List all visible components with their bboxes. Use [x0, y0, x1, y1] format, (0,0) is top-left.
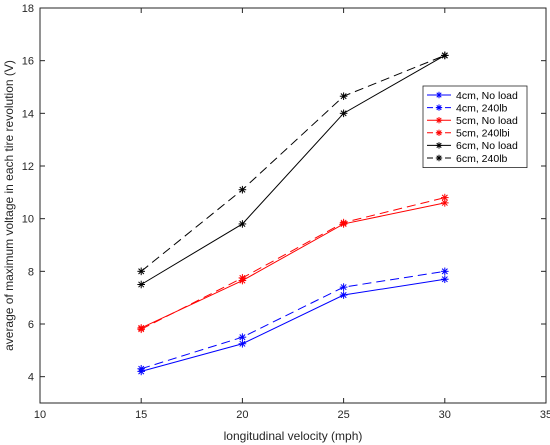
data-point	[441, 51, 449, 60]
x-tick-label: 35	[540, 409, 550, 421]
data-point	[238, 339, 247, 348]
x-tick-label: 15	[135, 409, 147, 421]
legend-item: 6cm, 240lb	[427, 153, 508, 165]
legend-label: 6cm, 240lb	[456, 153, 508, 165]
y-tick-label: 12	[22, 161, 34, 173]
series-line	[140, 54, 446, 285]
data-point	[435, 117, 443, 124]
y-axis-label: average of maximum voltage in each tire …	[2, 60, 16, 351]
legend-label: 4cm, No load	[456, 90, 518, 102]
legend-item: 5cm, 240lbi	[427, 128, 510, 140]
data-point	[238, 220, 247, 228]
series-line	[140, 202, 445, 329]
data-point	[435, 142, 443, 149]
legend-item: 4cm, No load	[427, 90, 518, 102]
plot-area	[39, 7, 547, 404]
series-2	[137, 267, 449, 373]
x-tick-label: 10	[34, 409, 46, 421]
data-point	[137, 267, 145, 276]
y-tick-label: 8	[28, 266, 34, 278]
series-line	[141, 270, 445, 370]
data-point	[238, 274, 247, 282]
legend-label: 5cm, No load	[456, 115, 518, 127]
series-line	[141, 278, 445, 372]
data-point	[238, 333, 247, 341]
y-tick-label: 4	[28, 372, 34, 384]
data-point	[339, 283, 348, 291]
y-tick-label: 6	[28, 319, 34, 331]
axis-ticks: 10 15 20 25 30 35 4 6 8 10 12 14 16 18	[22, 3, 550, 421]
data-point	[137, 364, 145, 373]
data-point	[137, 280, 145, 289]
data-point	[435, 104, 443, 111]
legend-label: 4cm, 240lb	[456, 102, 508, 114]
y-tick-label: 16	[22, 56, 34, 68]
data-point	[137, 325, 145, 334]
data-point	[339, 92, 348, 101]
data-point	[339, 218, 348, 227]
legend-item: 5cm, No load	[427, 115, 518, 127]
legend-label: 5cm, 240lbi	[456, 128, 510, 140]
x-axis-label: longitudinal velocity (mph)	[224, 429, 363, 443]
series-6	[137, 51, 449, 276]
y-tick-label: 14	[22, 108, 34, 120]
data-point	[435, 91, 443, 99]
legend-box	[422, 85, 528, 168]
data-point	[435, 154, 443, 162]
x-tick-label: 20	[236, 409, 248, 421]
legend-item: 6cm, No load	[427, 140, 518, 152]
legend-label: 6cm, No load	[456, 140, 518, 152]
data-point	[441, 275, 449, 284]
data-point	[435, 129, 443, 136]
series-line	[140, 54, 445, 272]
data-point	[339, 109, 348, 118]
data-point	[238, 185, 247, 194]
data-point	[339, 291, 348, 299]
y-tick-label: 18	[22, 3, 34, 15]
x-tick-label: 25	[337, 409, 349, 421]
data-point	[441, 193, 449, 202]
series-layer	[137, 51, 449, 376]
data-point	[441, 267, 449, 276]
series-4	[137, 193, 449, 334]
legend-item: 4cm, 240lb	[427, 102, 508, 114]
x-tick-label: 30	[439, 409, 451, 421]
series-line	[140, 197, 445, 330]
y-tick-label: 10	[22, 214, 34, 226]
